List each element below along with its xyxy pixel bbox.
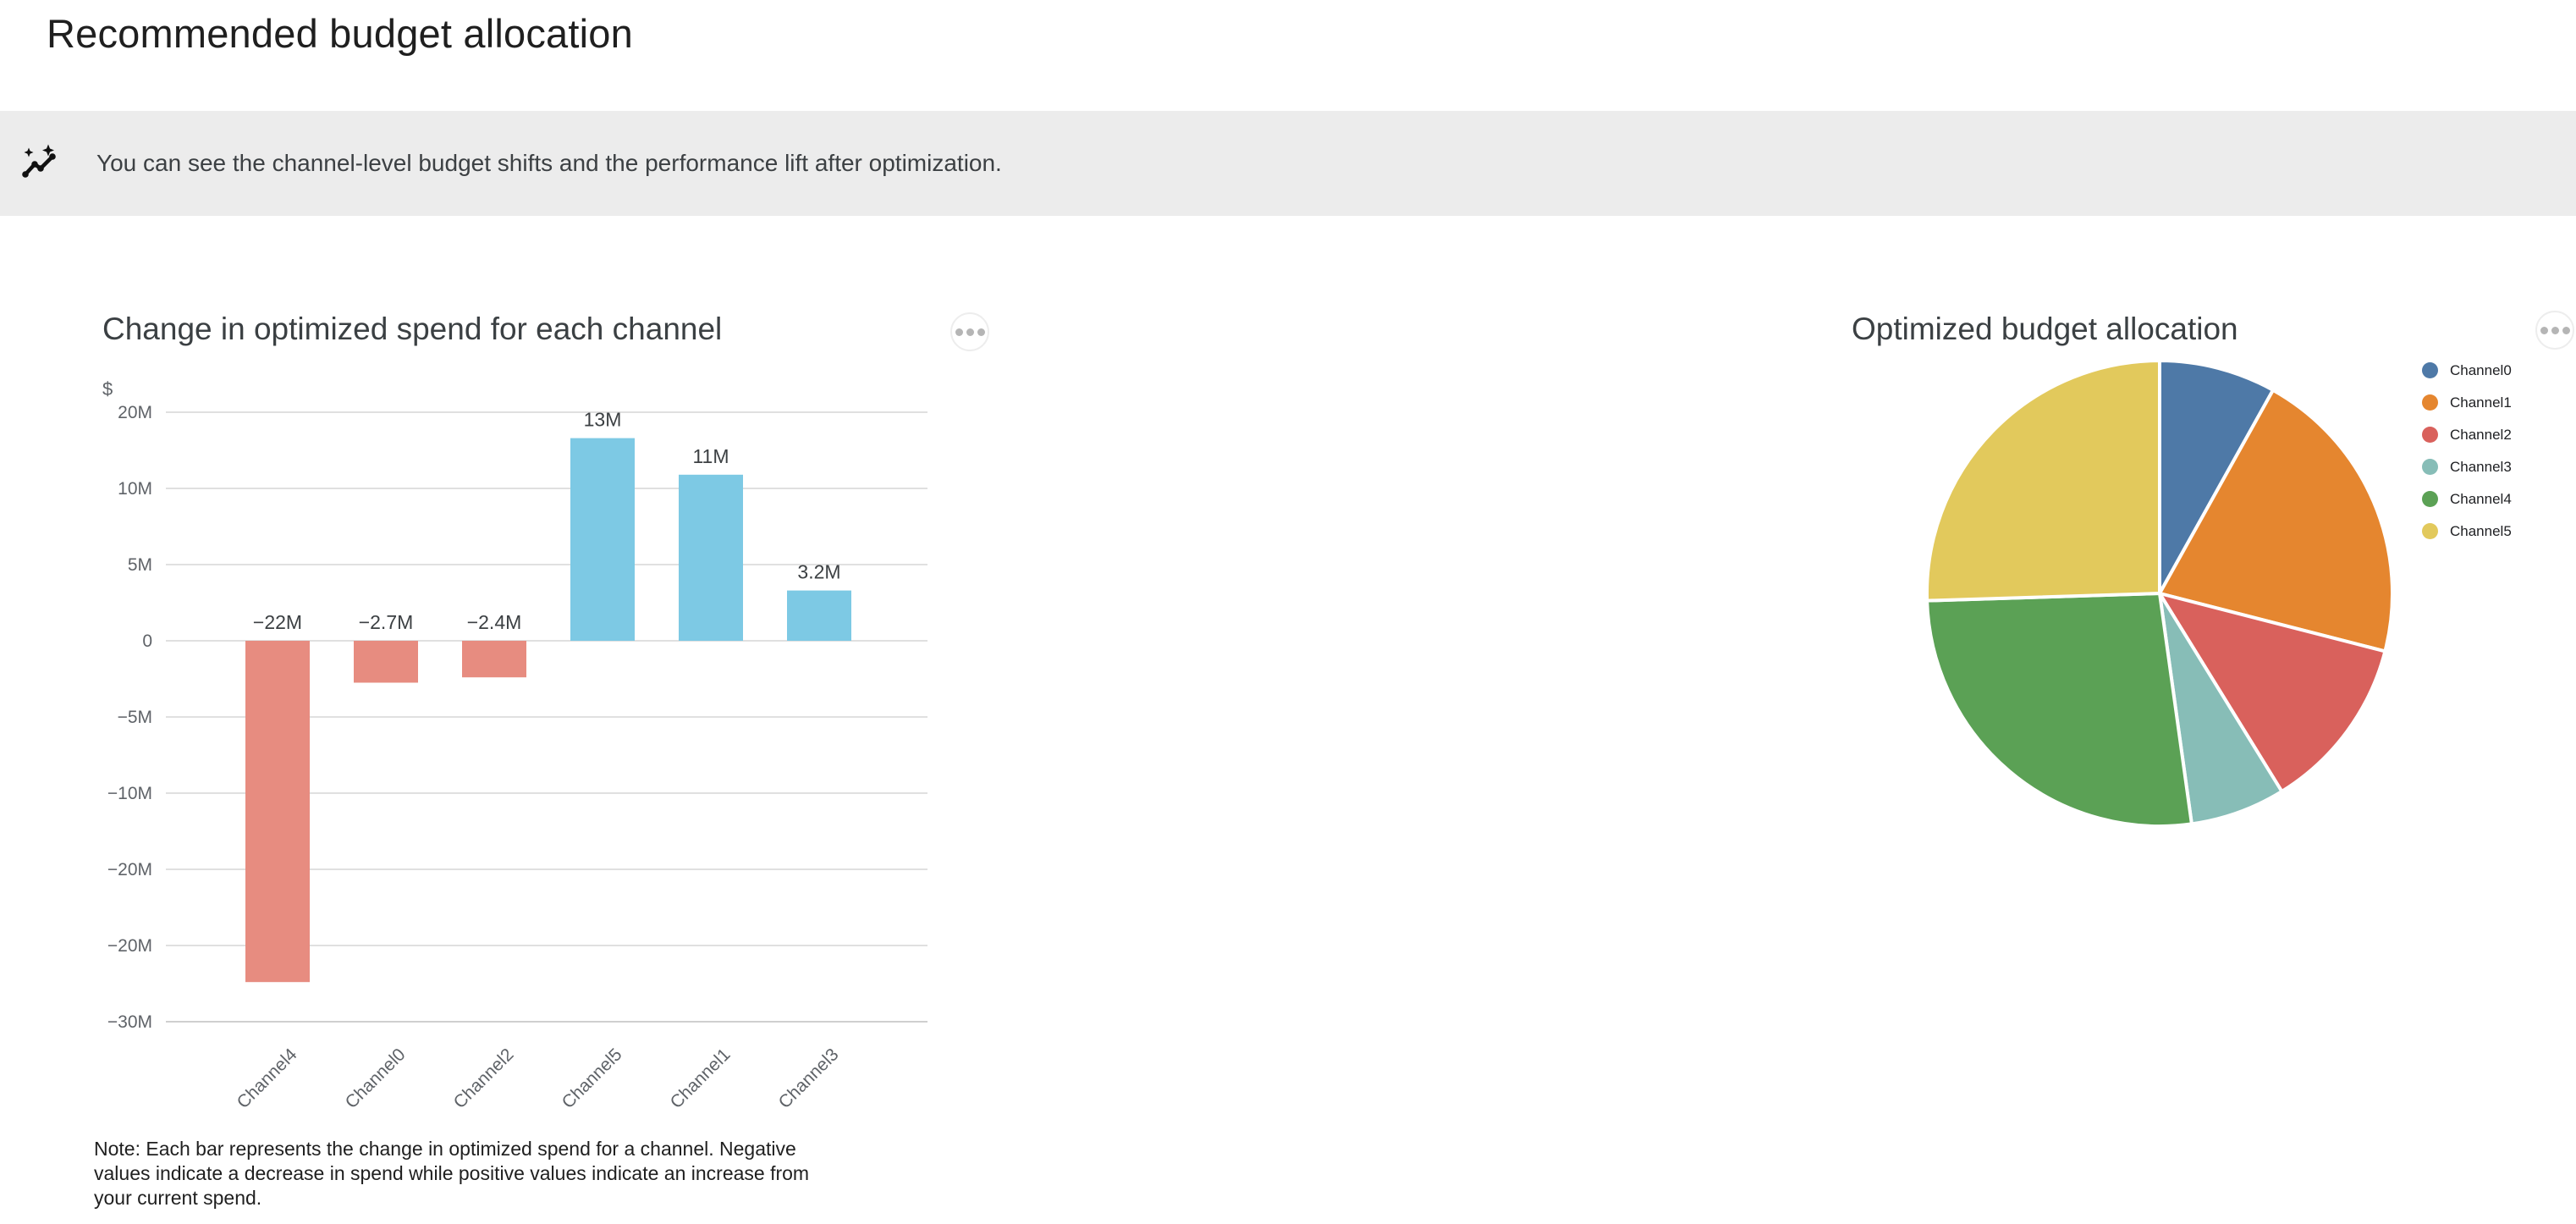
legend-label: Channel5	[2450, 522, 2512, 539]
pie-slice-Channel0[interactable]	[2158, 359, 2275, 595]
bar-Channel4[interactable]	[245, 641, 310, 983]
page-title: Recommended budget allocation	[47, 11, 633, 56]
legend-item-Channel1[interactable]: Channel1	[2422, 394, 2512, 411]
y-tick-label: −5M	[118, 708, 152, 727]
y-tick-label: −20M	[107, 936, 152, 956]
y-tick-label: −20M	[107, 860, 152, 879]
legend-item-Channel3[interactable]: Channel3	[2422, 459, 2512, 475]
y-tick-label: 0	[142, 631, 152, 651]
bar-Channel0[interactable]	[354, 641, 418, 683]
pie-chart	[1925, 359, 2395, 829]
pie-chart-menu-button[interactable]	[2535, 311, 2574, 350]
y-tick-label: −30M	[107, 1012, 152, 1032]
menu-dot	[2540, 326, 2548, 334]
bar-chart-note: Note: Each bar represents the change in …	[94, 1138, 810, 1209]
legend-label: Channel2	[2450, 426, 2512, 443]
legend-item-Channel4[interactable]: Channel4	[2422, 491, 2512, 507]
x-tick-label: Channel1	[667, 1045, 735, 1112]
bar-Channel2[interactable]	[462, 641, 526, 678]
insights-sparkle-icon	[22, 144, 56, 178]
legend-label: Channel1	[2450, 394, 2512, 411]
bar-Channel5[interactable]	[570, 438, 635, 641]
menu-dot	[2562, 326, 2570, 334]
bar-value-label: −2.4M	[467, 611, 522, 633]
legend-swatch	[2422, 523, 2438, 539]
pie-slice-Channel4[interactable]	[1925, 592, 2193, 829]
legend-swatch	[2422, 459, 2438, 475]
legend-item-Channel5[interactable]: Channel5	[2422, 523, 2512, 539]
x-tick-label: Channel4	[234, 1045, 301, 1112]
menu-dot	[2551, 326, 2559, 334]
bar-chart-menu-button[interactable]	[950, 312, 989, 351]
y-axis-unit-label: $	[102, 378, 113, 400]
y-tick-label: −10M	[107, 784, 152, 803]
bar-Channel3[interactable]	[787, 590, 851, 641]
legend-item-Channel2[interactable]: Channel2	[2422, 427, 2512, 443]
legend-item-Channel0[interactable]: Channel0	[2422, 362, 2512, 378]
y-tick-label: 10M	[118, 479, 152, 499]
bar-chart-title: Change in optimized spend for each chann…	[102, 312, 723, 346]
legend-swatch	[2422, 362, 2438, 378]
legend-label: Channel0	[2450, 361, 2512, 378]
pie-slice-Channel1[interactable]	[2158, 388, 2395, 653]
y-tick-label: 20M	[118, 403, 152, 422]
banner-text: You can see the channel-level budget shi…	[96, 150, 1002, 176]
bar-value-label: 3.2M	[797, 561, 840, 583]
bar-chart: $20M 10M 5M 0 −5M −10M −20M −20M −30M −22M Channel…	[102, 378, 927, 1112]
pie-chart-title: Optimized budget allocation	[1852, 312, 2238, 346]
bar-value-label: 11M	[692, 445, 729, 467]
pie-slice-Channel5[interactable]	[1925, 359, 2161, 603]
y-tick-label: 5M	[128, 555, 152, 575]
pie-slice-Channel3[interactable]	[2158, 592, 2284, 826]
x-tick-label: Channel0	[342, 1045, 410, 1112]
pie-legend: Channel0 Channel1 Channel2 Channel3 Channel4…	[2422, 362, 2512, 555]
bar-value-label: −2.7M	[359, 611, 414, 633]
legend-swatch	[2422, 427, 2438, 443]
pie-slice-Channel2[interactable]	[2158, 592, 2387, 793]
legend-label: Channel3	[2450, 458, 2512, 475]
legend-label: Channel4	[2450, 490, 2512, 507]
legend-swatch	[2422, 394, 2438, 411]
legend-swatch	[2422, 491, 2438, 507]
x-tick-label: Channel3	[775, 1045, 843, 1112]
info-banner: You can see the channel-level budget shi…	[0, 111, 2576, 216]
x-tick-label: Channel2	[450, 1045, 518, 1112]
bar-value-label: −22M	[253, 611, 302, 633]
menu-dot	[977, 328, 985, 336]
bar-value-label: 13M	[584, 409, 622, 431]
menu-dot	[966, 328, 974, 336]
menu-dot	[955, 328, 963, 336]
bar-Channel1[interactable]	[679, 474, 743, 641]
x-tick-label: Channel5	[559, 1045, 626, 1112]
